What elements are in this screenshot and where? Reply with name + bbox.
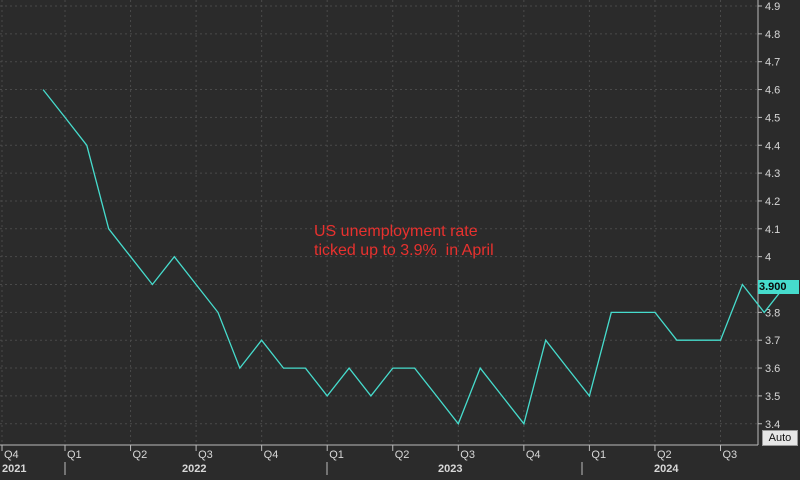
series-line-unemployment-rate	[42, 89, 787, 426]
x-quarter-label: Q4	[526, 449, 541, 461]
x-year-label: 2024	[654, 463, 679, 475]
y-tick-label: 3.4	[765, 419, 780, 431]
x-quarter-label: Q1	[67, 449, 82, 461]
y-tick-label: 4	[765, 252, 771, 264]
y-tick-label: 4.8	[765, 29, 780, 41]
annotation-line-2: ticked up to 3.9% in April	[314, 242, 494, 259]
x-quarter-label: Q3	[198, 449, 213, 461]
y-tick-label: 4.4	[765, 140, 780, 152]
x-year-label: 2022	[182, 463, 206, 475]
x-year-label: 2023	[438, 463, 462, 475]
y-tick-label: 3.5	[765, 391, 780, 403]
y-tick-label: 4.7	[765, 57, 780, 69]
x-quarter-label: Q2	[395, 449, 410, 461]
auto-scale-button[interactable]: Auto	[762, 430, 798, 446]
y-tick-label: 3.8	[765, 307, 780, 319]
y-tick-label: 4.1	[765, 224, 780, 236]
annotation-text: US unemployment rate ticked up to 3.9% i…	[314, 222, 494, 260]
plot-background	[0, 0, 758, 445]
x-quarter-label: Q4	[4, 449, 19, 461]
x-quarter-label: Q2	[657, 449, 672, 461]
x-quarter-label: Q4	[264, 449, 279, 461]
x-year-label: 2021	[2, 463, 26, 475]
y-tick-label: 4.2	[765, 196, 780, 208]
y-tick-label: 4.5	[765, 112, 780, 124]
y-tick-label: 3.6	[765, 363, 780, 375]
y-tick-label: 4.9	[765, 1, 780, 13]
x-quarter-label: Q2	[133, 449, 148, 461]
x-quarter-label: Q3	[723, 449, 738, 461]
x-quarter-label: Q3	[460, 449, 475, 461]
y-tick-label: 4.3	[765, 168, 780, 180]
y-tick-label: 3.7	[765, 335, 780, 347]
x-quarter-label: Q1	[591, 449, 606, 461]
last-value-badge: 3.900	[758, 280, 799, 294]
x-quarter-label: Q1	[329, 449, 344, 461]
annotation-line-1: US unemployment rate	[314, 223, 478, 240]
y-tick-label: 4.6	[765, 85, 780, 97]
